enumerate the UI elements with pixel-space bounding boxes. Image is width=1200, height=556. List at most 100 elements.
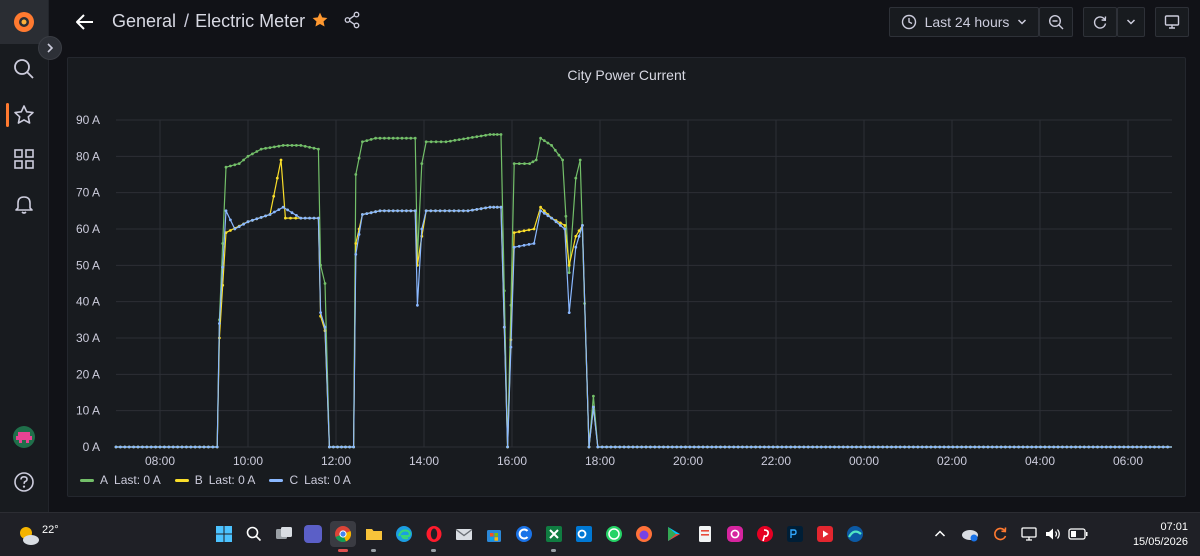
taskbar-app-store[interactable]: [481, 521, 507, 547]
sidebar-item-starred[interactable]: [0, 99, 48, 131]
taskbar-app-excel[interactable]: [541, 521, 567, 552]
series-point-a: [281, 144, 285, 147]
tray-onedrive[interactable]: [958, 521, 982, 547]
taskbar-app-photoshop[interactable]: [782, 521, 808, 547]
series-point-a: [237, 162, 241, 165]
series-point-c: [457, 209, 461, 213]
bell-icon: [15, 196, 33, 214]
taskbar-app-pinterest[interactable]: [752, 521, 778, 547]
tray-volume[interactable]: [1042, 521, 1064, 547]
series-point-c: [193, 445, 197, 449]
tray-sync[interactable]: [988, 521, 1012, 547]
legend-item-b[interactable]: B Last: 0 A: [174, 473, 256, 487]
series-point-c: [145, 445, 149, 449]
series-point-c: [413, 209, 417, 213]
series-point-c: [577, 234, 581, 238]
refresh-button[interactable]: [1083, 7, 1117, 37]
taskbar-app-chrome[interactable]: [330, 521, 356, 552]
start-button[interactable]: [211, 521, 237, 547]
taskbar-app-teams[interactable]: [300, 521, 326, 547]
tray-network[interactable]: [1018, 521, 1040, 547]
series-point-a: [553, 148, 557, 152]
zoom-out-button[interactable]: [1039, 7, 1073, 37]
breadcrumb-folder[interactable]: General: [112, 11, 177, 31]
series-point-c: [1078, 445, 1082, 449]
series-point-c: [567, 311, 571, 314]
taskbar-app-document[interactable]: [692, 521, 718, 547]
series-point-c: [312, 216, 316, 220]
sidebar-item-help[interactable]: [0, 466, 48, 498]
taskbar-app-media[interactable]: [812, 521, 838, 547]
series-point-c: [942, 445, 946, 449]
series-point-a: [523, 162, 526, 165]
back-button[interactable]: [73, 10, 97, 34]
taskbar-app-edge-beta[interactable]: [842, 521, 868, 547]
legend-item-a[interactable]: A Last: 0 A: [80, 473, 161, 487]
series-point-c: [378, 209, 382, 213]
series-point-a: [484, 133, 487, 137]
taskbar-app-mail[interactable]: [451, 521, 477, 547]
series-point-c: [1056, 445, 1060, 449]
photoshop-icon: [787, 526, 803, 542]
city-power-current-chart[interactable]: 0 A 10 A 20 A 30 A 40 A 50 A 60 A 70 A 80 A 90 A 0…: [68, 58, 1185, 496]
y-tick-label: 0 A: [83, 440, 100, 454]
series-point-c: [789, 445, 793, 449]
excel-icon: [546, 526, 562, 542]
taskbar-app-outlook[interactable]: [571, 521, 597, 547]
series-point-a: [251, 152, 254, 156]
series-point-a: [567, 271, 571, 274]
taskbar-app-firefox[interactable]: [631, 521, 657, 547]
series-point-a: [400, 136, 404, 140]
series-point-a: [420, 162, 424, 165]
sidebar-expand-button[interactable]: [38, 36, 62, 60]
taskbar-search[interactable]: [241, 521, 267, 547]
series-point-c: [811, 445, 814, 449]
series-point-c: [185, 445, 188, 449]
share-button[interactable]: [343, 11, 363, 31]
weather-widget[interactable]: 22°: [14, 519, 59, 549]
series-point-c: [798, 445, 801, 449]
taskbar-app-play-store[interactable]: [661, 521, 687, 547]
taskbar-app-instagram[interactable]: [722, 521, 748, 547]
tray-battery[interactable]: [1066, 521, 1090, 547]
series-line-b: [116, 159, 1172, 448]
taskbar-app-whatsapp[interactable]: [601, 521, 627, 547]
series-point-a: [396, 136, 399, 140]
sidebar-item-search[interactable]: [0, 53, 48, 85]
tray-overflow-button[interactable]: [930, 521, 950, 547]
time-range-picker[interactable]: Last 24 hours: [889, 7, 1039, 37]
c-app-icon: [516, 526, 532, 542]
series-point-c: [429, 209, 433, 213]
series-point-c: [492, 205, 496, 209]
chrome-icon: [335, 526, 352, 543]
system-clock[interactable]: 07:01 15/05/2026: [1133, 520, 1188, 550]
taskbar-app-edge[interactable]: [391, 521, 417, 547]
series-point-c: [859, 445, 863, 449]
mark-favorite-button[interactable]: [311, 11, 331, 31]
chart-legend: A Last: 0 A B Last: 0 A C Last: 0 A: [80, 473, 351, 487]
panel-title[interactable]: City Power Current: [567, 67, 686, 83]
dashboard-title[interactable]: Electric Meter: [195, 11, 306, 31]
task-view-button[interactable]: [271, 521, 297, 547]
taskbar-app-opera[interactable]: [421, 521, 447, 552]
series-point-c: [679, 445, 683, 449]
taskbar-app-file-explorer[interactable]: [361, 521, 387, 552]
series-point-c: [218, 322, 221, 325]
taskbar-app-c[interactable]: [511, 521, 537, 547]
series-point-c: [323, 325, 327, 329]
series-point-c: [916, 445, 920, 449]
sidebar-item-alerting[interactable]: [0, 188, 48, 220]
legend-item-c[interactable]: C Last: 0 A: [269, 473, 351, 487]
series-point-b: [275, 176, 279, 180]
series-point-c: [1118, 445, 1121, 449]
series-point-c: [332, 445, 335, 449]
zoom-out-icon: [1048, 14, 1064, 30]
sidebar-item-dashboards[interactable]: [0, 143, 48, 175]
legend-value-b: Last: 0 A: [208, 473, 256, 487]
user-avatar[interactable]: [0, 421, 48, 453]
series-point-c: [670, 445, 674, 449]
refresh-interval-dropdown[interactable]: [1117, 7, 1145, 37]
grafana-logo[interactable]: [0, 0, 48, 44]
tv-mode-button[interactable]: [1155, 7, 1189, 37]
series-point-c: [876, 445, 880, 449]
